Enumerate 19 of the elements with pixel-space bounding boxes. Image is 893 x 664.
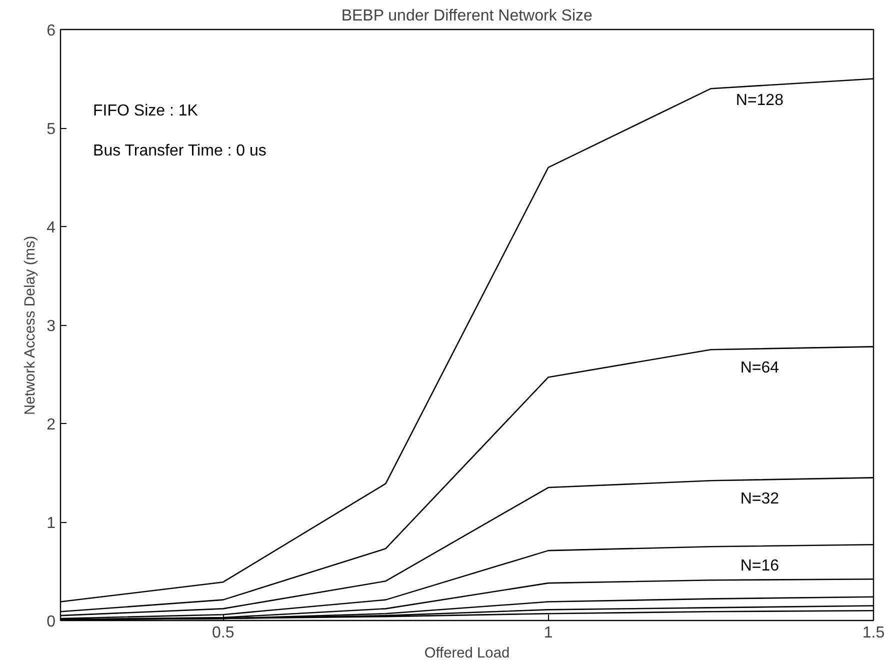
annotation: Bus Transfer Time : 0 us [93, 142, 266, 160]
x-tick-label: 0.5 [212, 624, 234, 642]
x-axis-title: Offered Load [424, 646, 510, 662]
y-tick-label: 5 [46, 121, 56, 138]
annotation: FIFO Size : 1K [93, 102, 198, 120]
series-label: N=16 [740, 558, 780, 575]
series-label: N=64 [740, 360, 780, 377]
y-tick-label: 2 [46, 416, 56, 434]
y-tick-label: 0 [46, 614, 56, 630]
x-tick-label: 1 [544, 624, 553, 642]
series-label: N=128 [736, 92, 784, 109]
y-tick-label: 6 [46, 22, 56, 40]
chart-title: BEBP under Different Network Size [341, 8, 592, 24]
y-tick-label: 4 [46, 220, 56, 236]
series-label: N=32 [740, 490, 780, 508]
y-tick-label: 1 [46, 515, 56, 532]
x-tick-label: 1.5 [862, 624, 885, 642]
y-axis-title: Network Access Delay (ms) [22, 236, 39, 415]
y-tick-label: 3 [46, 318, 56, 335]
